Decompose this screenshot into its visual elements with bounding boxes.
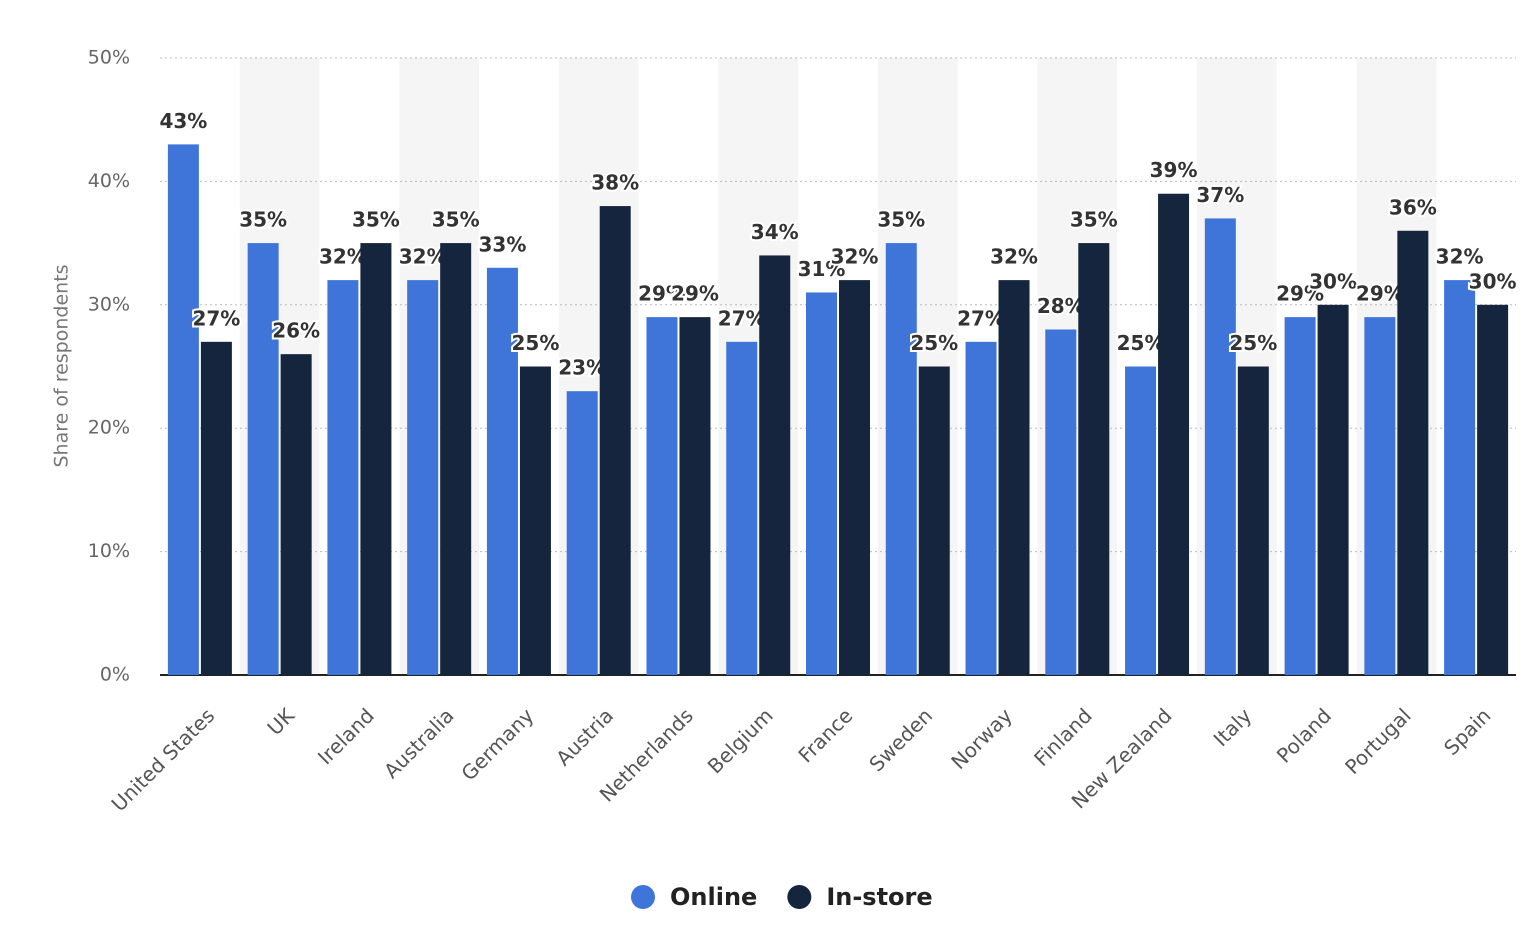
bar [1125,366,1157,675]
bar [327,280,359,675]
x-tick-label: Portugal [1340,703,1416,779]
value-label: 38% [591,171,639,195]
bar [1284,317,1316,675]
value-label: 35% [352,208,400,232]
value-label: 23% [558,356,606,380]
value-label: 32% [399,245,447,269]
x-tick-label: Germany [456,703,538,785]
value-label: 35% [877,208,925,232]
bar [646,317,678,675]
value-label: 43% [159,109,207,133]
y-axis-title: Share of respondents [51,264,73,467]
bar [1317,304,1349,675]
value-label: 32% [1436,245,1484,269]
bar [839,280,870,675]
bar [885,243,917,675]
bar [486,267,518,675]
bar [519,366,551,675]
value-label: 27% [192,306,240,330]
y-tick-label: 10% [88,540,130,562]
bar [566,391,598,675]
bar [965,341,997,675]
value-label: 28% [1037,294,1085,318]
bar [280,354,312,675]
x-tick-label: Spain [1439,703,1495,759]
value-label: 31% [798,257,846,281]
y-tick-label: 30% [88,293,130,315]
value-label: 36% [1389,195,1437,219]
x-tick-label: Ireland [313,703,379,769]
bar [918,366,950,675]
value-label: 33% [479,232,527,256]
bar [1045,329,1077,675]
bar [726,341,758,675]
bar [1237,366,1269,675]
bar [998,280,1030,675]
bar [200,341,232,675]
value-label: 35% [1070,208,1118,232]
y-tick-label: 50% [88,47,130,69]
value-label: 34% [751,220,799,244]
x-tick-label: Norway [946,703,1017,774]
bar [247,243,279,675]
bar [167,144,199,675]
value-label: 30% [1469,269,1517,293]
x-tick-label: United States [107,703,220,816]
value-label: 27% [718,306,766,330]
value-label: 29% [1356,282,1404,306]
value-label: 37% [1196,183,1244,207]
bar [1477,304,1509,675]
y-tick-label: 40% [88,170,130,192]
legend-label: Online [670,883,757,911]
bar [1078,243,1110,675]
value-label: 25% [512,331,560,355]
x-tick-label: Australia [379,703,459,783]
bar [1364,317,1396,675]
legend-label: In-store [826,883,932,911]
bar [1444,280,1476,675]
y-tick-label: 0% [100,664,130,686]
value-label: 32% [990,245,1038,269]
value-label: 35% [239,208,287,232]
x-tick-label: Austria [551,703,618,770]
value-label: 29% [1276,282,1324,306]
x-tick-label: UK [262,703,299,740]
value-label: 32% [831,245,879,269]
bar [759,255,791,675]
bar [599,206,631,675]
value-label: 25% [1117,331,1165,355]
bar [679,317,711,675]
value-label: 35% [432,208,480,232]
value-label: 29% [671,282,719,306]
value-label: 30% [1309,269,1357,293]
bar [407,280,439,675]
value-label: 25% [910,331,958,355]
y-tick-label: 20% [88,417,130,439]
bar [806,292,837,675]
bar [1397,230,1429,675]
legend-marker [787,885,812,909]
x-tick-label: Belgium [703,703,778,778]
x-tick-label: Sweden [864,703,937,776]
legend-marker [631,885,655,909]
bar [1158,193,1190,676]
bar [440,243,472,675]
bar [1204,218,1236,676]
bar [360,243,392,675]
x-tick-label: Italy [1209,703,1257,751]
value-label: 29% [638,282,686,306]
value-label: 32% [319,245,367,269]
value-label: 26% [272,319,320,343]
x-tick-label: France [793,703,857,767]
value-label: 39% [1150,158,1198,182]
x-tick-label: Poland [1272,703,1336,767]
x-tick-label: Finland [1029,703,1097,771]
value-label: 27% [957,306,1005,330]
value-label: 25% [1229,331,1277,355]
